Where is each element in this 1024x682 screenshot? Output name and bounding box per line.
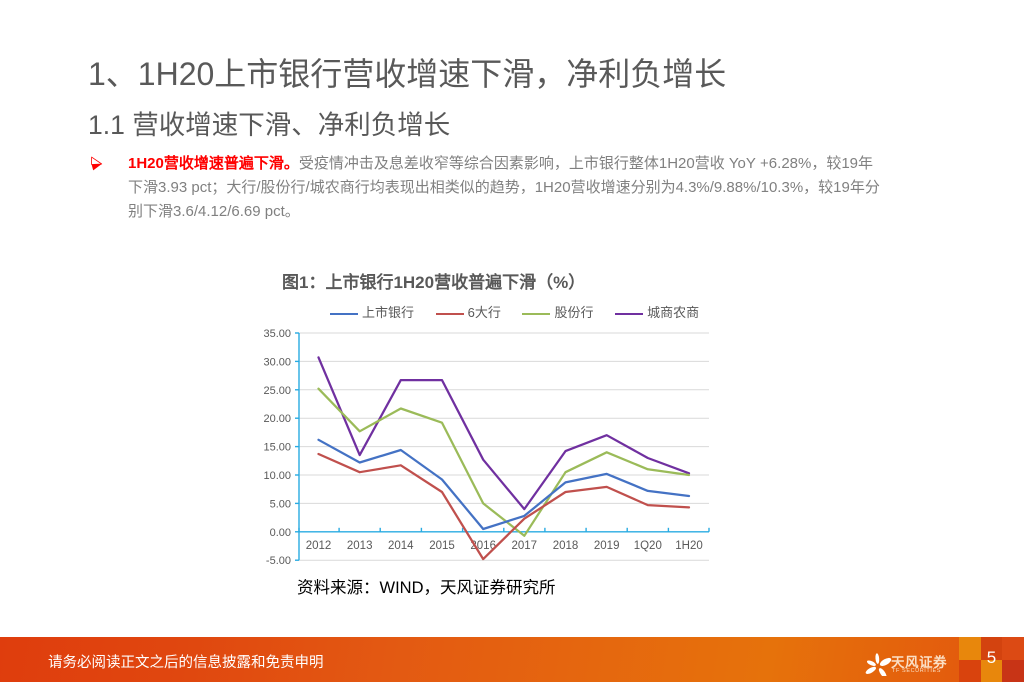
svg-text:2015: 2015 — [429, 540, 455, 552]
svg-text:2012: 2012 — [306, 540, 332, 552]
svg-text:2018: 2018 — [553, 540, 579, 552]
svg-text:0.00: 0.00 — [270, 527, 291, 539]
svg-text:-5.00: -5.00 — [266, 555, 291, 567]
svg-text:1Q20: 1Q20 — [634, 540, 662, 552]
svg-text:15.00: 15.00 — [263, 442, 291, 454]
svg-text:2014: 2014 — [388, 540, 414, 552]
svg-text:2019: 2019 — [594, 540, 620, 552]
svg-text:20.00: 20.00 — [263, 413, 291, 425]
svg-text:10.00: 10.00 — [263, 470, 291, 482]
svg-text:2017: 2017 — [512, 540, 538, 552]
svg-text:5.00: 5.00 — [270, 498, 291, 510]
svg-text:2013: 2013 — [347, 540, 373, 552]
svg-text:35.00: 35.00 — [263, 328, 291, 340]
svg-text:30.00: 30.00 — [263, 356, 291, 368]
svg-text:1H20: 1H20 — [675, 540, 703, 552]
svg-text:25.00: 25.00 — [263, 385, 291, 397]
